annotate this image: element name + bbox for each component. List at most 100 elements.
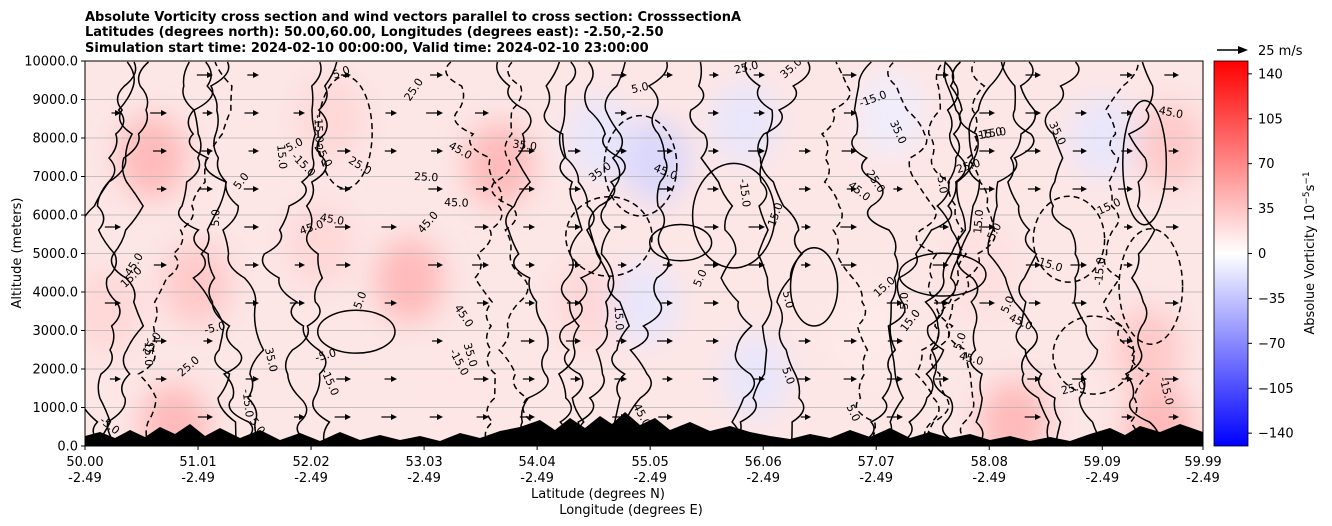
x-tick-label-lon: -2.49: [633, 471, 667, 486]
wind-vector-head: [1173, 148, 1179, 154]
wind-vector-head: [253, 186, 259, 192]
wind-vector-head: [805, 376, 811, 382]
wind-vector-head: [713, 338, 719, 344]
wind-vector-head: [759, 110, 765, 116]
wind-vector-head: [713, 186, 719, 192]
contour-label: 45.0: [319, 211, 345, 228]
contour-line: [895, 61, 962, 446]
wind-vector-head: [1081, 110, 1087, 116]
contour-line: [106, 61, 149, 446]
wind-vector-head: [1173, 300, 1179, 306]
wind-vector-head: [621, 72, 627, 78]
wind-vector-head: [345, 148, 351, 154]
wind-vector-head: [897, 338, 903, 344]
plot-area: 5.05.015.035.045.0-15.045.05.035.0-15.04…: [85, 61, 1203, 446]
wind-vector-head: [575, 338, 581, 344]
wind-vector-head: [483, 414, 489, 420]
y-tick-label: 5000.0: [33, 247, 79, 262]
contour-label: -15.0: [311, 114, 325, 143]
wind-vector-head: [115, 224, 121, 230]
wind-vector-head: [529, 414, 535, 420]
wind-vector-head: [161, 186, 167, 192]
contour-line: [880, 61, 967, 446]
wind-vector-head: [851, 376, 857, 382]
colorbar-tick-label: 140: [1258, 67, 1283, 82]
contour-line: [178, 61, 254, 446]
x-tick-label-lat: 56.06: [745, 455, 782, 470]
wind-vector-head: [161, 110, 167, 116]
x-tick-label-lon: -2.49: [972, 471, 1006, 486]
x-axis-label-line-1: Latitude (degrees N): [531, 487, 665, 502]
contour-loop: [565, 196, 653, 277]
wind-vector-head: [1173, 224, 1179, 230]
contour-line: [490, 61, 538, 446]
wind-vector-head: [391, 300, 397, 306]
wind-vector-head: [391, 110, 397, 116]
contour-label: 15.0: [971, 209, 986, 235]
contour-label: 5.0: [779, 365, 797, 386]
wind-vector-head: [1035, 414, 1041, 420]
x-tick-label-lon: -2.49: [1085, 471, 1119, 486]
wind-vector-head: [621, 338, 627, 344]
vorticity-cell: [722, 334, 791, 419]
wind-vector-head: [667, 300, 673, 306]
vorticity-cell: [85, 269, 142, 354]
contour-label: -15.0: [737, 178, 753, 208]
wind-vector-head: [759, 72, 765, 78]
contour-line: [851, 61, 899, 446]
wind-vector-head: [1035, 186, 1041, 192]
colorbar-tick-label: −140: [1258, 427, 1294, 442]
wind-vector-head: [897, 186, 903, 192]
wind-vector-head: [851, 338, 857, 344]
x-tick-label-lon: -2.49: [520, 471, 554, 486]
terrain: [85, 412, 1203, 446]
wind-vector-head: [115, 110, 121, 116]
x-tick-label-lon: -2.49: [1186, 471, 1220, 486]
wind-vector-head: [1035, 110, 1041, 116]
contour-line: [923, 61, 996, 446]
colorbar: 140 105 70 35 0 −35 −70 −105 −140 Absolue Vortic…: [1213, 60, 1318, 447]
wind-vector-head: [943, 224, 949, 230]
x-tick-label-lat: 58.08: [971, 455, 1008, 470]
vorticity-cell: [711, 80, 780, 165]
wind-vector-head: [253, 300, 259, 306]
wind-vector-head: [667, 148, 673, 154]
vorticity-cell: [286, 203, 355, 288]
x-tick-label-lat: 55.05: [632, 455, 669, 470]
wind-vector-head: [575, 262, 581, 268]
contour-line: [261, 61, 331, 446]
contour-loop: [789, 247, 839, 327]
contour-label: 45.0: [1158, 104, 1185, 121]
wind-vector-head: [713, 262, 719, 268]
contour-label: 35.0: [262, 346, 280, 373]
wind-vector-head: [805, 186, 811, 192]
x-tick-label-lon: -2.49: [294, 471, 328, 486]
y-tick-label: 0.0: [57, 440, 78, 455]
wind-vector-head: [805, 414, 811, 420]
wind-vector-head: [575, 186, 581, 192]
wind-vector-head: [437, 338, 443, 344]
wind-vector-head: [161, 338, 167, 344]
wind-vector-head: [207, 148, 213, 154]
wind-vector-head: [851, 224, 857, 230]
contour-label: 5.0: [780, 290, 797, 310]
contour-label: -15.0: [240, 388, 256, 418]
x-axis-label-line-2: Longitude (degrees E): [559, 503, 703, 518]
wind-vector-head: [805, 224, 811, 230]
wind-vector-head: [1035, 72, 1041, 78]
wind-vector-head: [713, 300, 719, 306]
contour-loop: [648, 223, 713, 262]
contour-loop: [1118, 228, 1184, 345]
x-tick-label-lon: -2.49: [407, 471, 441, 486]
vorticity-cell: [162, 242, 231, 327]
contour-line: [1044, 61, 1104, 446]
contour-line: [987, 61, 1052, 446]
vorticity-cell: [856, 72, 925, 157]
contour-line: [1103, 61, 1151, 446]
contour-label: -5.0: [203, 319, 227, 337]
wind-vector-head: [713, 376, 719, 382]
x-tick-label-lat: 52.02: [292, 455, 329, 470]
x-tick-label-lon: -2.49: [181, 471, 215, 486]
wind-vector-head: [759, 224, 765, 230]
contour-label: 5.0: [630, 80, 650, 96]
